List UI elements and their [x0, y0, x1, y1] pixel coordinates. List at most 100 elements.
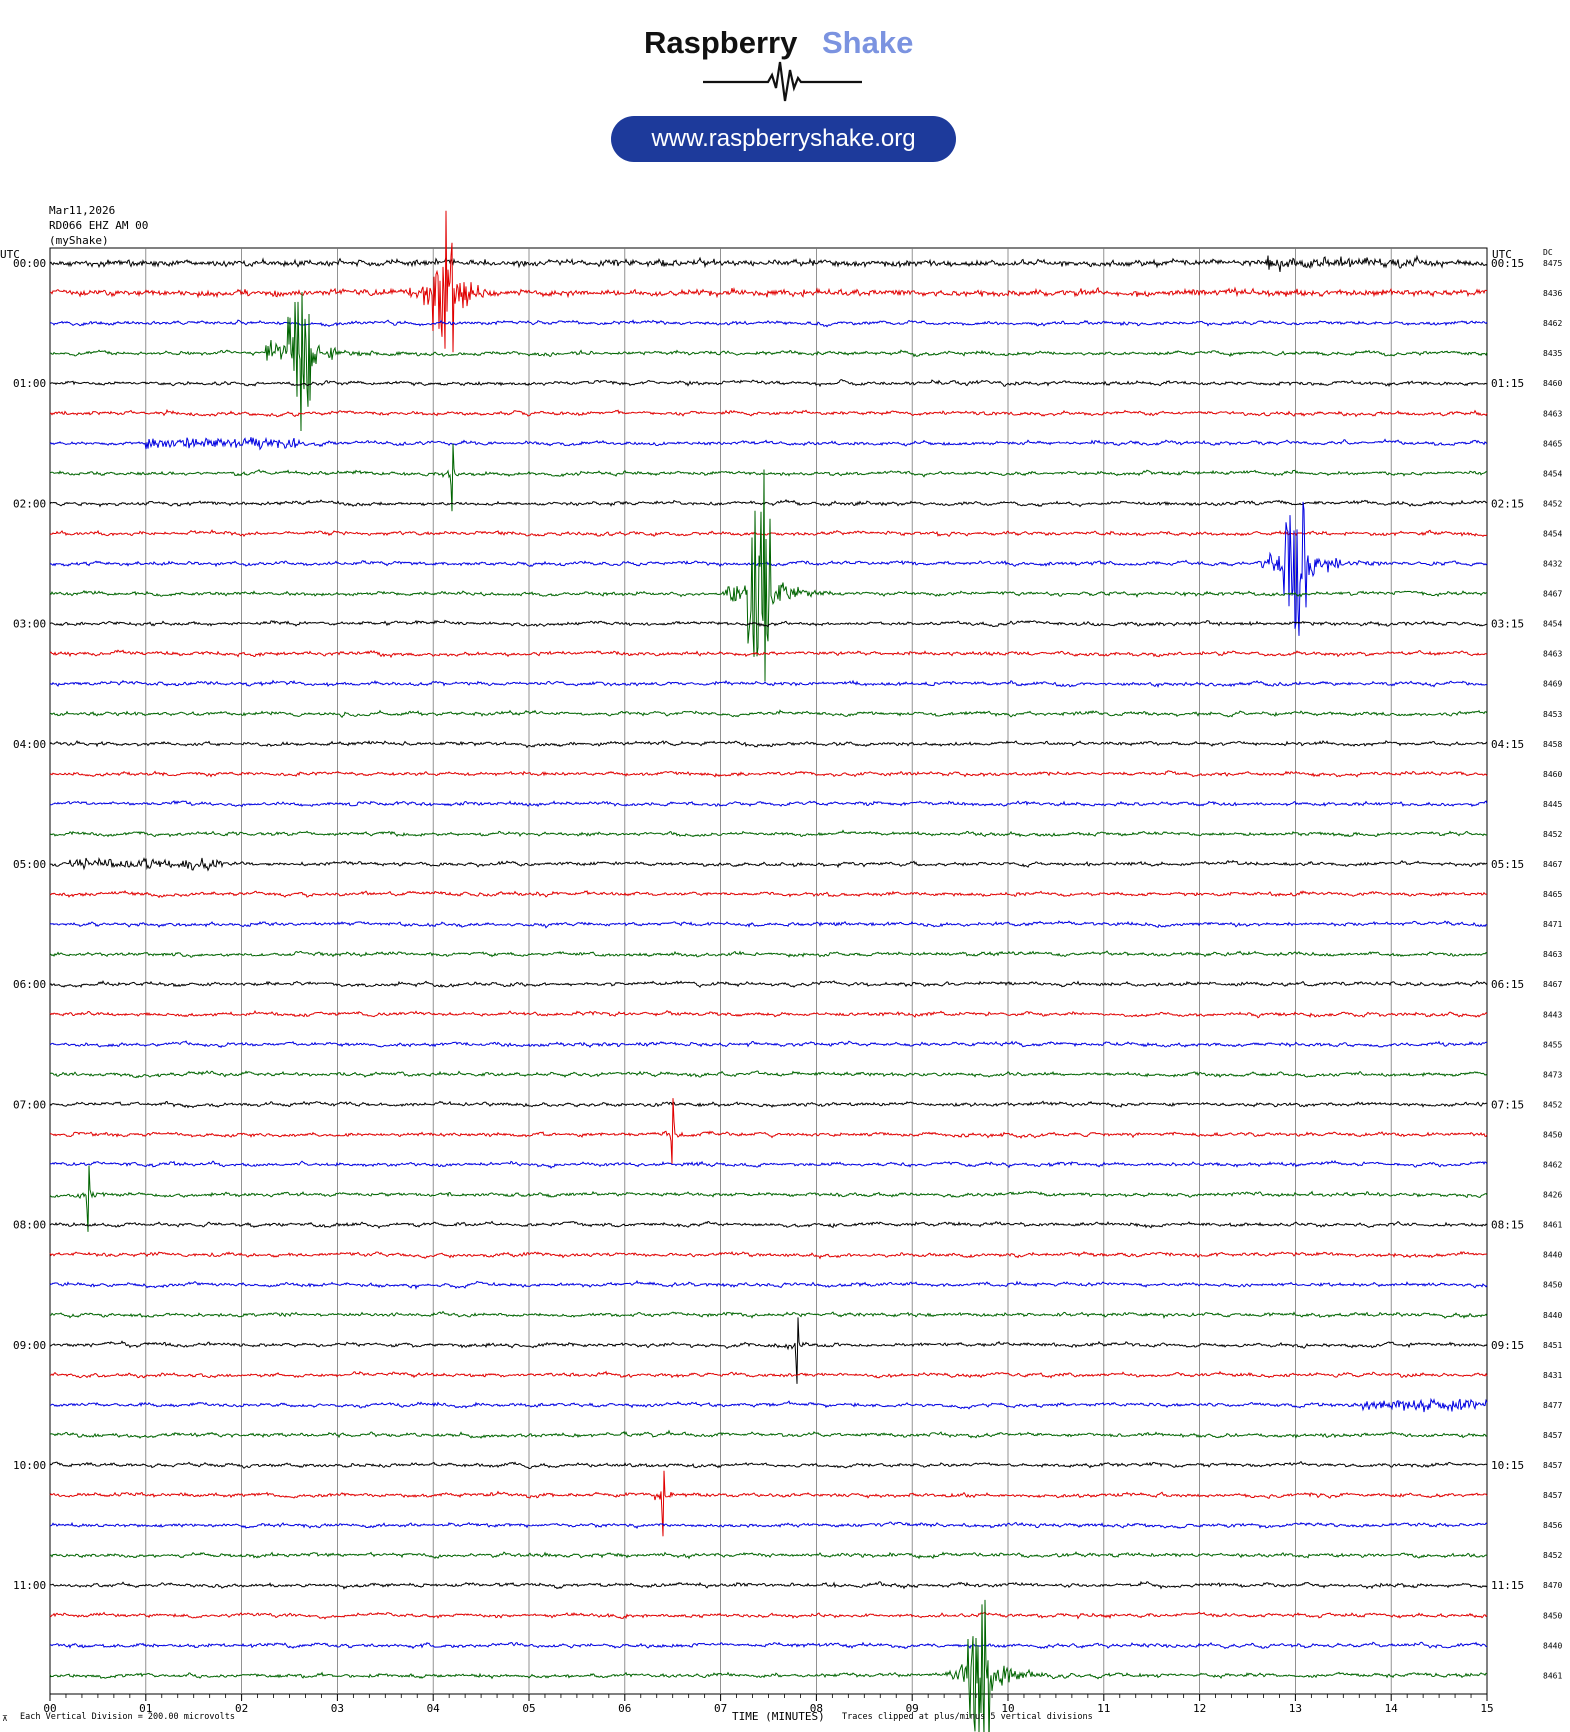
dc-offset-label: 8467 [1543, 860, 1562, 869]
raspberry-shake-logo: Raspberry Shake www.raspberryshake.org [611, 25, 956, 162]
x-tick-label: 09 [906, 1702, 919, 1715]
left-time-label: 03:00 [13, 618, 46, 631]
x-tick-label: 10 [1001, 1702, 1014, 1715]
trace-line [49, 1580, 1488, 1590]
right-time-label: 00:15 [1491, 257, 1524, 270]
trace-line [49, 254, 1488, 272]
dc-offset-label: 8467 [1543, 590, 1562, 599]
dc-offset-label: 8450 [1543, 1130, 1562, 1139]
dc-offset-label: 8452 [1543, 1551, 1562, 1560]
x-axis: 00 01 02 03 04 05 06 07 08 09 10 11 12 13 14 15 [43, 1694, 1494, 1715]
trace-line [49, 857, 1488, 872]
dc-offset-label: 8475 [1543, 259, 1562, 268]
left-utc-header: UTC [0, 248, 20, 261]
right-time-label: 05:15 [1491, 858, 1524, 871]
footer-text: ⊼ Each Vertical Division = 200.00 microv… [2, 1710, 1093, 1723]
trace-line [49, 436, 1488, 451]
x-tick-label: 14 [1385, 1702, 1399, 1715]
trace-line [50, 292, 1488, 432]
trace-line [49, 469, 1488, 682]
station-code: RD066 EHZ AM 00 [49, 219, 148, 232]
right-time-label: 04:15 [1491, 738, 1524, 751]
scale-icon: ⊼ [2, 1714, 8, 1723]
trace-line [49, 1460, 1488, 1470]
dc-offset-label: 8461 [1543, 1671, 1562, 1680]
left-time-label: 05:00 [13, 858, 46, 871]
dc-offset-label: 8463 [1543, 650, 1562, 659]
dc-offset-label: 8457 [1543, 1431, 1562, 1440]
dc-offset-label: 8450 [1543, 1611, 1562, 1620]
x-tick-label: 11 [1097, 1702, 1110, 1715]
left-time-label: 09:00 [13, 1339, 46, 1352]
header-text: Mar11,2026 RD066 EHZ AM 00 (myShake) UTC… [0, 204, 1553, 261]
dc-offset-label: 8452 [1543, 1100, 1562, 1109]
dc-offset-label: 8457 [1543, 1461, 1562, 1470]
trace-line [49, 709, 1488, 718]
dc-offset-label: 8443 [1543, 1010, 1562, 1019]
trace-line [49, 800, 1488, 808]
dc-offset-label: 8473 [1543, 1070, 1562, 1079]
dc-offset-label: 8454 [1543, 469, 1562, 478]
dc-offset-label: 8440 [1543, 1311, 1562, 1320]
right-time-label: 06:15 [1491, 978, 1524, 991]
dc-header: DC [1543, 248, 1553, 257]
dc-offset-label: 8458 [1543, 740, 1562, 749]
trace-line [49, 920, 1488, 929]
seismogram-wave-icon [703, 61, 862, 102]
dc-offset-label: 8445 [1543, 800, 1562, 809]
dc-offset-label: 8462 [1543, 319, 1562, 328]
right-time-label: 09:15 [1491, 1339, 1524, 1352]
trace-line [49, 1310, 1488, 1320]
x-tick-label: 01 [139, 1702, 152, 1715]
x-axis-label: TIME (MINUTES) [732, 1710, 825, 1723]
right-time-label: 01:15 [1491, 377, 1524, 390]
dc-offset-label: 8463 [1543, 950, 1562, 959]
trace-line [49, 1429, 1488, 1439]
time-labels: 8475 8436 8462 8435 8460 8463 8465 8454 8452 8454… [13, 257, 1562, 1680]
dc-offset-label: 8470 [1543, 1581, 1562, 1590]
trace-line [50, 210, 1488, 353]
clip-note: Traces clipped at plus/minus 5 vertical … [842, 1712, 1093, 1722]
dc-offset-label: 8465 [1543, 890, 1562, 899]
x-tick-label: 08 [810, 1702, 823, 1715]
trace-line [49, 739, 1488, 749]
dc-offset-label: 8463 [1543, 409, 1562, 418]
vertical-scale-note: Each Vertical Division = 200.00 microvol… [20, 1712, 235, 1722]
x-tick-label: 03 [331, 1702, 344, 1715]
dc-offset-label: 8440 [1543, 1251, 1562, 1260]
trace-line [49, 1521, 1488, 1530]
right-time-label: 11:15 [1491, 1579, 1524, 1592]
trace-line [49, 980, 1488, 988]
trace-line [49, 1165, 1488, 1232]
trace-group [49, 210, 1488, 1732]
left-time-label: 08:00 [13, 1219, 46, 1232]
trace-line [49, 649, 1488, 659]
website-link[interactable]: www.raspberryshake.org [650, 125, 915, 152]
dc-offset-label: 8435 [1543, 349, 1562, 358]
x-tick-label: 00 [43, 1702, 56, 1715]
trace-line [49, 1611, 1488, 1620]
plot-grid [49, 247, 1488, 1695]
trace-line [49, 889, 1488, 899]
dc-offset-label: 8432 [1543, 560, 1562, 569]
trace-line [49, 1280, 1488, 1290]
trace-line [49, 1599, 1488, 1732]
trace-line [49, 770, 1488, 778]
trace-line [49, 408, 1488, 418]
trace-line [49, 1010, 1488, 1019]
dc-offset-label: 8460 [1543, 770, 1562, 779]
left-time-label: 07:00 [13, 1098, 46, 1111]
x-tick-label: 02 [235, 1702, 248, 1715]
left-time-label: 10:00 [13, 1459, 46, 1472]
x-tick-label: 13 [1289, 1702, 1302, 1715]
left-time-label: 04:00 [13, 738, 46, 751]
trace-line [49, 1397, 1488, 1413]
x-tick-label: 07 [714, 1702, 727, 1715]
dc-offset-label: 8452 [1543, 499, 1562, 508]
trace-line [49, 1098, 1488, 1165]
url-pill [611, 116, 956, 162]
station-owner: (myShake) [49, 234, 109, 247]
right-time-label: 07:15 [1491, 1098, 1524, 1111]
trace-line [49, 1641, 1488, 1650]
trace-line [49, 501, 1488, 636]
